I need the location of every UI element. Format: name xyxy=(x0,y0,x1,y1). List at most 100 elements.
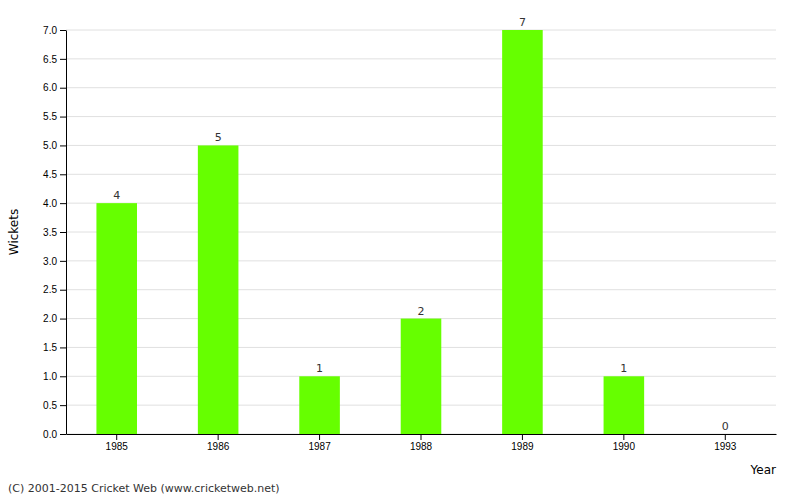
x-tick-mark xyxy=(116,434,117,440)
x-tick: 1985 xyxy=(106,434,129,452)
x-tick-mark xyxy=(218,434,219,440)
bar xyxy=(96,203,137,434)
x-tick-mark xyxy=(725,434,726,440)
y-tick-label: 4.0 xyxy=(43,198,57,209)
bar xyxy=(401,319,442,434)
x-tick-label: 1987 xyxy=(308,441,331,452)
grid-line xyxy=(66,116,776,117)
data-label: 0 xyxy=(722,420,729,433)
x-tick-label: 1988 xyxy=(410,441,433,452)
y-axis: 0.0 0.5 1.0 1.5 2.0 2.5 3.0 3.5 4.0 4.5 5.0 5.5 6.0 6… xyxy=(43,25,66,440)
y-tick-label: 0.5 xyxy=(43,400,57,411)
y-tick-label: 4.5 xyxy=(43,169,57,180)
y-tick: 5.5 xyxy=(43,111,66,122)
x-tick: 1987 xyxy=(308,434,331,452)
grid xyxy=(66,30,776,434)
x-tick-mark xyxy=(421,434,422,440)
bars xyxy=(96,30,644,434)
y-tick: 2.5 xyxy=(43,284,66,295)
bar xyxy=(198,145,239,434)
grid-line xyxy=(66,58,776,59)
x-tick-mark xyxy=(319,434,320,440)
y-tick-mark xyxy=(60,30,66,31)
x-tick-mark xyxy=(623,434,624,440)
x-tick-label: 1990 xyxy=(613,441,636,452)
y-tick-mark xyxy=(60,203,66,204)
y-tick-label: 5.5 xyxy=(43,111,57,122)
y-tick-label: 2.5 xyxy=(43,284,57,295)
grid-line xyxy=(66,174,776,175)
y-tick-mark xyxy=(60,174,66,175)
grid-line xyxy=(66,203,776,204)
y-tick: 7.0 xyxy=(43,25,66,36)
y-tick: 5.0 xyxy=(43,140,66,151)
grid-line xyxy=(66,145,776,146)
y-tick-mark xyxy=(60,59,66,60)
bar xyxy=(299,376,340,434)
plot: 0.0 0.5 1.0 1.5 2.0 2.5 3.0 3.5 4.0 4.5 5.0 5.5 6.0 6… xyxy=(7,16,777,477)
y-tick-label: 3.5 xyxy=(43,227,57,238)
data-label: 1 xyxy=(316,362,323,375)
y-tick-mark xyxy=(60,117,66,118)
y-tick-label: 1.0 xyxy=(43,371,57,382)
y-tick-label: 6.5 xyxy=(43,54,57,65)
y-tick-mark xyxy=(60,261,66,262)
footer: (C) 2001-2015 Cricket Web (www.cricketwe… xyxy=(8,482,280,495)
grid-line xyxy=(66,232,776,233)
y-tick-label: 1.5 xyxy=(43,342,57,353)
x-axis-title: Year xyxy=(750,463,776,477)
y-tick-label: 2.0 xyxy=(43,313,57,324)
y-tick: 1.5 xyxy=(43,342,66,353)
y-tick: 3.5 xyxy=(43,227,66,238)
y-tick: 4.0 xyxy=(43,198,66,209)
y-tick-mark xyxy=(60,319,66,320)
x-tick: 1989 xyxy=(511,434,534,452)
y-tick-label: 3.0 xyxy=(43,256,57,267)
grid-line xyxy=(66,260,776,261)
y-tick: 1.0 xyxy=(43,371,66,382)
x-tick: 1986 xyxy=(207,434,230,452)
data-label: 1 xyxy=(620,362,627,375)
data-label: 2 xyxy=(418,305,425,318)
y-tick: 6.5 xyxy=(43,54,66,65)
x-tick-label: 1985 xyxy=(106,441,129,452)
y-tick-mark xyxy=(60,347,66,348)
data-label: 4 xyxy=(113,189,120,202)
y-tick-label: 7.0 xyxy=(43,25,57,36)
x-axis: 1985 1986 1987 1988 1989 1990 1993 xyxy=(67,434,777,452)
x-tick: 1993 xyxy=(714,434,737,452)
y-tick-mark xyxy=(60,290,66,291)
grid-line xyxy=(66,289,776,290)
y-tick: 6.0 xyxy=(43,82,66,93)
data-label: 5 xyxy=(215,131,222,144)
y-axis-title: Wickets xyxy=(7,209,21,255)
y-axis-line xyxy=(66,31,67,435)
y-tick: 0.5 xyxy=(43,400,66,411)
x-tick-label: 1986 xyxy=(207,441,230,452)
x-tick-label: 1989 xyxy=(511,441,534,452)
x-tick-mark xyxy=(522,434,523,440)
bar xyxy=(502,30,543,434)
y-tick-mark xyxy=(60,232,66,233)
bar xyxy=(604,376,645,434)
y-tick: 4.5 xyxy=(43,169,66,180)
x-tick-label: 1993 xyxy=(714,441,737,452)
x-tick: 1990 xyxy=(613,434,636,452)
data-label: 7 xyxy=(519,16,526,29)
grid-line xyxy=(66,30,776,31)
y-tick: 3.0 xyxy=(43,256,66,267)
y-tick-mark xyxy=(60,88,66,89)
y-tick: 0.0 xyxy=(43,429,66,440)
y-tick-label: 0.0 xyxy=(43,429,57,440)
bar xyxy=(705,434,746,435)
y-tick-label: 5.0 xyxy=(43,140,57,151)
y-tick-mark xyxy=(60,145,66,146)
y-tick-mark xyxy=(60,405,66,406)
y-tick-mark xyxy=(60,434,66,435)
y-tick-mark xyxy=(60,376,66,377)
y-tick-label: 6.0 xyxy=(43,82,57,93)
chart: 0.0 0.5 1.0 1.5 2.0 2.5 3.0 3.5 4.0 4.5 5.0 5.5 6.0 6… xyxy=(0,0,800,500)
x-tick: 1988 xyxy=(410,434,433,452)
data-labels: 4 5 1 2 7 1 0 xyxy=(113,16,729,433)
y-tick: 2.0 xyxy=(43,313,66,324)
